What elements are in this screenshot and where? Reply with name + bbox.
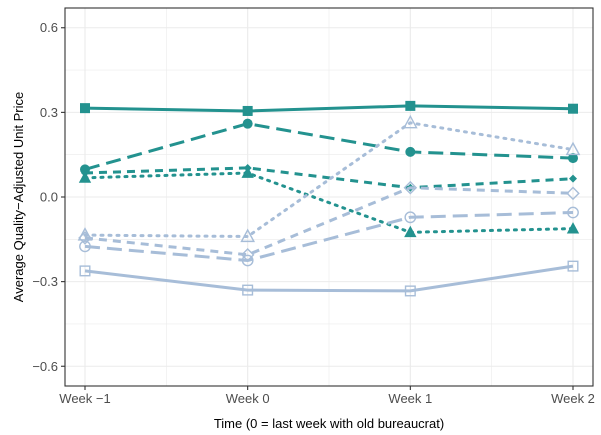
y-tick-label: −0.6	[32, 359, 58, 374]
data-point	[566, 222, 580, 234]
x-tick-label: Week 0	[226, 391, 270, 406]
series-layer	[77, 100, 581, 297]
data-point	[568, 153, 578, 164]
x-tick-label: Week −1	[59, 391, 110, 406]
y-tick-label: −0.3	[32, 274, 58, 289]
data-point	[78, 231, 92, 245]
data-point	[242, 118, 253, 129]
series-line	[83, 121, 575, 239]
series-line	[84, 104, 574, 113]
y-axis-title: Average Quality−Adjusted Unit Price	[11, 92, 26, 302]
data-point	[568, 103, 578, 114]
data-point	[402, 114, 418, 129]
data-point	[78, 171, 92, 183]
series-line	[84, 186, 574, 257]
series-7	[79, 206, 579, 267]
data-point	[405, 100, 416, 111]
grid	[65, 8, 593, 386]
series-line	[84, 166, 574, 190]
data-point	[79, 265, 91, 277]
series-6	[78, 180, 580, 262]
x-tick-label: Week 1	[388, 391, 432, 406]
data-point	[565, 141, 581, 156]
series-line	[84, 264, 574, 293]
y-tick-label: 0.0	[40, 190, 58, 205]
data-point	[242, 284, 254, 296]
data-point	[79, 240, 91, 253]
data-point	[240, 228, 256, 243]
data-point	[80, 103, 90, 114]
data-point	[569, 174, 577, 183]
series-line	[84, 122, 574, 171]
data-point	[404, 285, 416, 297]
data-point	[403, 180, 418, 195]
series-1	[80, 100, 578, 116]
data-point	[405, 146, 416, 157]
x-tick-label: Week 2	[551, 391, 595, 406]
data-point	[241, 254, 254, 267]
data-point	[241, 166, 254, 178]
data-point	[404, 225, 417, 238]
series-8	[79, 260, 579, 297]
y-tick-label: 0.6	[40, 20, 58, 35]
data-point	[567, 206, 579, 219]
series-4	[78, 166, 580, 238]
series-line	[83, 171, 575, 234]
data-point	[242, 105, 253, 116]
data-point	[404, 211, 417, 224]
series-line	[84, 211, 574, 263]
x-axis-title: Time (0 = last week with old bureaucrat)	[214, 416, 444, 431]
axes: −0.6 −0.3 0.0 0.3 0.6 Week −1 Week 0 Week 1 Week…	[32, 20, 595, 406]
data-point	[566, 186, 580, 201]
data-point	[567, 260, 579, 272]
y-tick-label: 0.3	[40, 105, 58, 120]
